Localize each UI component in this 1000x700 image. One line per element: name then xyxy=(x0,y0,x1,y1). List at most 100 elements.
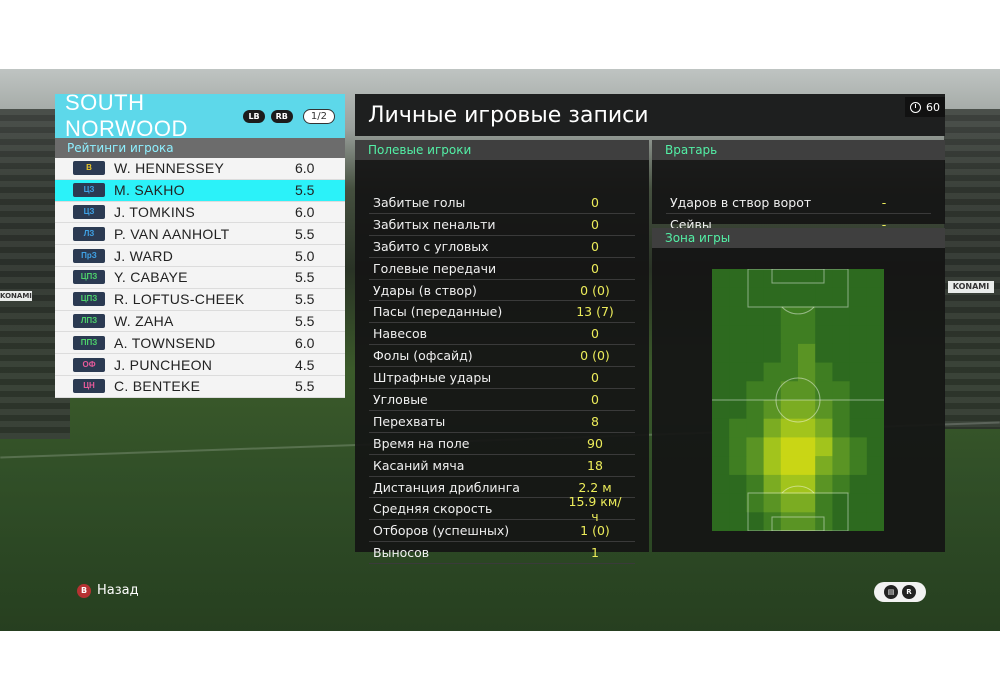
heatmap-cell xyxy=(763,493,782,513)
stat-label: Перехваты xyxy=(373,413,446,429)
stat-value: 8 xyxy=(591,413,599,429)
heatmap-cell xyxy=(849,418,868,438)
heatmap-cell xyxy=(849,362,868,382)
heatmap-cell xyxy=(815,269,833,289)
heatmap-cell xyxy=(866,437,884,457)
player-row[interactable]: ППЗ A. TOWNSEND 6.0 xyxy=(55,332,345,355)
heatmap-cell xyxy=(849,400,868,420)
lb-button-icon[interactable]: LB xyxy=(243,109,265,123)
heatmap-cell xyxy=(712,418,730,438)
konami-board-left: KONAMI xyxy=(0,291,32,301)
heatmap-cell xyxy=(866,456,884,476)
player-rating: 5.5 xyxy=(295,182,315,199)
player-rating: 5.5 xyxy=(295,269,315,286)
stat-row: Отборов (успешных) 1 (0) xyxy=(369,520,635,543)
heatmap-cell xyxy=(815,437,833,457)
stat-label: Навесов xyxy=(373,326,428,342)
heatmap-cell xyxy=(712,437,730,457)
stat-value: 0 xyxy=(591,391,599,407)
heatmap-cell xyxy=(780,325,799,345)
player-row[interactable]: ЦЗ M. SAKHO 5.5 xyxy=(55,179,345,202)
heatmap-cell xyxy=(712,381,730,401)
player-row[interactable]: ЛПЗ W. ZAHA 5.5 xyxy=(55,310,345,333)
heatmap-cell xyxy=(746,325,765,345)
heatmap-cell xyxy=(866,400,884,420)
heatmap-cell xyxy=(746,381,765,401)
player-name: J. WARD xyxy=(114,247,174,264)
heatmap-cell xyxy=(849,493,868,513)
goalkeeper-title: Вратарь xyxy=(652,140,945,160)
heatmap-cell xyxy=(729,306,747,326)
heatmap-cell xyxy=(712,456,730,476)
stat-value: 0 xyxy=(591,370,599,386)
stat-row: Пасы (переданные) 13 (7) xyxy=(369,301,635,324)
player-row[interactable]: ЦПЗ R. LOFTUS-CHEEK 5.5 xyxy=(55,288,345,311)
bottom-goal-box xyxy=(771,516,825,531)
heatmap-cell xyxy=(712,512,730,531)
player-row[interactable]: ПрЗ J. WARD 5.0 xyxy=(55,245,345,267)
back-button[interactable]: B Назад xyxy=(77,583,139,598)
player-row[interactable]: ЛЗ P. VAN AANHOLT 5.5 xyxy=(55,223,345,246)
stat-label: Забитых пенальти xyxy=(373,216,496,232)
stat-row: Средняя скорость 15.9 км/ч xyxy=(369,494,635,524)
player-row[interactable]: ОФ J. PUNCHEON 4.5 xyxy=(55,354,345,376)
heatmap-cell xyxy=(746,493,765,513)
heatmap-cell xyxy=(763,437,782,457)
heatmap-cell xyxy=(798,474,816,495)
chat-options-button[interactable]: ▤ R xyxy=(874,582,926,602)
heatmap-cell xyxy=(866,362,884,382)
heatmap-cell xyxy=(712,287,730,307)
top-penalty-arc xyxy=(781,306,815,315)
stat-label: Забито с угловых xyxy=(373,238,489,254)
player-name: Y. CABAYE xyxy=(114,269,188,286)
heatmap-cell xyxy=(712,269,730,289)
play-zone-panel: Зона игры xyxy=(652,228,945,552)
player-row[interactable]: ЦПЗ Y. CABAYE 5.5 xyxy=(55,266,345,289)
heatmap-cell xyxy=(849,456,868,476)
heatmap-cell xyxy=(780,306,799,326)
heatmap-cell xyxy=(832,493,851,513)
stat-value: 0 xyxy=(591,216,599,232)
field-stats-list: Забитые голы 0 Забитых пенальти 0 Забито с у… xyxy=(355,160,649,565)
stat-row: Забитых пенальти 0 xyxy=(369,214,635,236)
stat-row: Забитые голы 0 xyxy=(369,192,635,214)
heatmap-cell xyxy=(832,269,851,289)
stat-label: Дистанция дриблинга xyxy=(373,479,520,495)
rb-button-icon[interactable]: RB xyxy=(270,109,293,123)
stat-row: Дистанция дриблинга 2.2 м xyxy=(369,477,635,499)
stat-label: Удары (в створ) xyxy=(373,282,477,298)
timer-value: 60 xyxy=(926,100,940,114)
position-badge: ЦПЗ xyxy=(73,292,105,307)
konami-board-right: KONAMI xyxy=(948,281,994,293)
heatmap-cell xyxy=(832,512,851,531)
heatmap-cell xyxy=(798,512,816,531)
player-row[interactable]: ЦН C. BENTEKE 5.5 xyxy=(55,375,345,398)
heatmap-cell xyxy=(832,287,851,307)
heatmap-cell xyxy=(780,362,799,382)
heatmap-cell xyxy=(815,325,833,345)
heatmap-cell xyxy=(849,381,868,401)
heatmap-cell xyxy=(763,512,782,531)
bottom-penalty-box xyxy=(747,492,849,531)
heatmap-cell xyxy=(798,306,816,326)
stat-value: 2.2 м xyxy=(578,479,612,495)
heatmap-cell xyxy=(763,418,782,438)
stat-row: Угловые 0 xyxy=(369,389,635,411)
player-row[interactable]: В W. HENNESSEY 6.0 xyxy=(55,158,345,180)
team-name: SOUTH NORWOOD xyxy=(65,90,188,141)
heatmap-cell xyxy=(746,343,765,364)
player-name: J. PUNCHEON xyxy=(114,356,213,373)
heatmap-cell xyxy=(832,474,851,495)
heatmap-cell xyxy=(763,325,782,345)
heatmap-cell xyxy=(832,362,851,382)
heatmap-cell xyxy=(832,456,851,476)
heatmap-cell xyxy=(746,418,765,438)
stat-row: Фолы (офсайд) 0 (0) xyxy=(369,345,635,368)
player-rating: 5.5 xyxy=(295,378,315,395)
player-row[interactable]: ЦЗ J. TOMKINS 6.0 xyxy=(55,201,345,224)
player-name: C. BENTEKE xyxy=(114,378,201,395)
heatmap-cell xyxy=(832,400,851,420)
heatmap-cell xyxy=(832,306,851,326)
position-badge: ПрЗ xyxy=(73,248,105,263)
heatmap-cell xyxy=(729,381,747,401)
